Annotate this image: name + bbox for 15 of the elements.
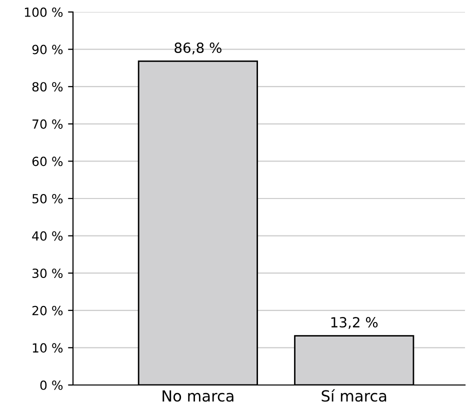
y-tick-label: 0 % (40, 380, 63, 390)
data-label: 86,8 % (174, 42, 222, 54)
y-tick-label: 20 % (32, 306, 63, 316)
y-tick-label: 60 % (32, 156, 63, 166)
x-tick-label: No marca (162, 390, 234, 402)
y-tick-label: 90 % (32, 44, 63, 54)
y-tick-label: 100 % (24, 7, 63, 17)
y-tick-label: 30 % (32, 268, 63, 278)
y-tick-label: 70 % (32, 119, 63, 129)
data-label: 13,2 % (331, 317, 378, 329)
x-tick-label: Sí marca (322, 389, 386, 402)
y-tick-label: 80 % (32, 82, 63, 92)
y-tick-label: 50 % (32, 194, 63, 204)
y-tick-label: 40 % (32, 231, 63, 241)
y-tick-label: 10 % (32, 343, 63, 353)
